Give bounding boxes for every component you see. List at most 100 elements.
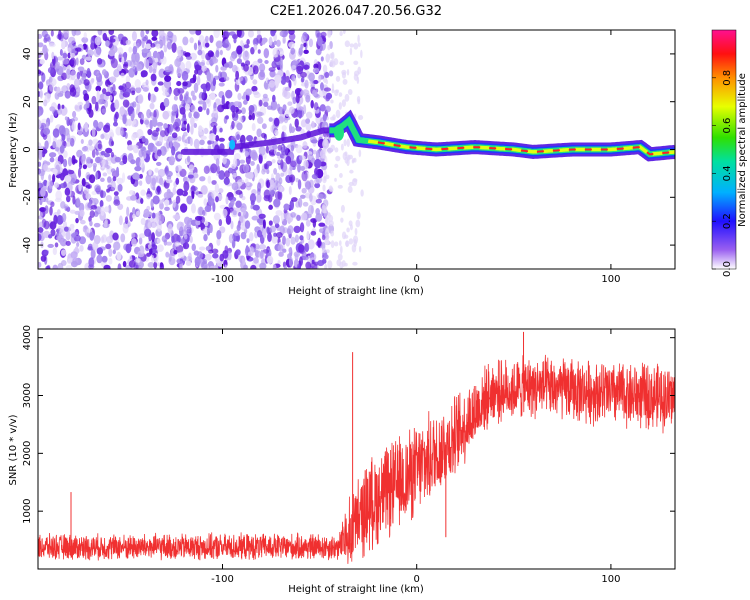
noise-blob [266, 169, 270, 175]
snr-ylabel: SNR (10 * v/v) [8, 414, 19, 485]
noise-blob [302, 201, 309, 207]
noise-blob [165, 241, 173, 246]
noise-blob [189, 30, 197, 35]
noise-blob [258, 213, 266, 219]
noise-blob-faint [344, 40, 350, 48]
noise-blob [106, 164, 110, 170]
noise-blob [211, 117, 218, 124]
noise-blob [288, 30, 295, 36]
noise-blob [171, 42, 177, 53]
noise-blob [155, 43, 161, 49]
noise-blob [198, 62, 205, 67]
noise-blob [113, 191, 119, 196]
noise-blob [132, 101, 137, 108]
noise-blob-faint [341, 99, 347, 108]
noise-blob [156, 186, 161, 192]
noise-blob [114, 111, 119, 120]
noise-blob [215, 258, 222, 264]
noise-blob [176, 244, 184, 254]
noise-blob [70, 177, 76, 186]
spectrogram-ytick-label: -20 [22, 189, 33, 205]
noise-blob-faint [335, 75, 341, 82]
noise-blob [295, 126, 302, 132]
noise-blob [203, 86, 207, 94]
noise-blob [280, 172, 285, 177]
noise-blob-faint [336, 259, 342, 267]
noise-blob [231, 120, 235, 130]
noise-blob [310, 205, 314, 214]
noise-blob-faint [330, 60, 336, 68]
noise-blob [276, 231, 283, 239]
noise-blob [111, 140, 115, 147]
noise-blob [57, 234, 64, 244]
noise-blob [274, 74, 282, 84]
noise-blob-faint [330, 144, 336, 151]
noise-blob [122, 260, 127, 268]
noise-blob [312, 67, 320, 74]
noise-blob [59, 182, 68, 189]
noise-blob [201, 65, 208, 72]
noise-blob [204, 205, 212, 213]
noise-blob [43, 33, 51, 42]
noise-blob [85, 100, 90, 109]
noise-blob [317, 237, 322, 248]
noise-blob [290, 126, 296, 134]
noise-blob [213, 30, 220, 39]
noise-blob [145, 30, 150, 35]
noise-blob [179, 203, 188, 213]
noise-blob [159, 214, 165, 224]
noise-blob [113, 69, 120, 78]
noise-blob [38, 182, 44, 189]
noise-blob [172, 186, 177, 196]
noise-blob [166, 41, 172, 50]
noise-blob [280, 212, 285, 222]
noise-blob [122, 69, 129, 74]
noise-blob [296, 108, 305, 118]
noise-blob [142, 36, 147, 42]
noise-blob [83, 32, 87, 39]
noise-blob [187, 174, 194, 179]
noise-blob [271, 234, 278, 244]
noise-blob [64, 90, 71, 99]
noise-blob [231, 135, 237, 141]
noise-blob [105, 91, 111, 97]
noise-blob [47, 67, 54, 74]
noise-blob-faint [346, 69, 350, 76]
noise-blob [290, 236, 296, 245]
noise-blob [215, 135, 220, 142]
noise-blob [160, 32, 167, 38]
noise-blob [236, 58, 242, 65]
noise-blob [243, 264, 248, 269]
noise-blob [186, 155, 191, 163]
noise-blob [222, 40, 230, 48]
noise-blob-faint [343, 139, 347, 147]
noise-blob [65, 240, 71, 246]
noise-blob [74, 78, 80, 88]
noise-blob [197, 49, 203, 56]
noise-blob [207, 175, 212, 184]
noise-blob [177, 154, 183, 159]
noise-blob [259, 69, 265, 78]
noise-blob [139, 173, 144, 179]
noise-blob [110, 58, 118, 69]
noise-blob [258, 146, 266, 156]
noise-blob [63, 226, 69, 232]
noise-blob [233, 37, 237, 44]
noise-blob [177, 88, 185, 94]
noise-blob-faint [327, 44, 331, 51]
noise-blob [219, 127, 223, 133]
noise-blob [140, 30, 145, 38]
noise-blob [65, 264, 73, 269]
noise-blob [74, 104, 79, 110]
noise-blob [308, 38, 314, 48]
noise-blob [120, 72, 125, 78]
noise-blob [125, 39, 131, 45]
noise-blob [176, 234, 181, 244]
noise-blob [179, 106, 186, 115]
noise-blob-faint [340, 143, 344, 151]
noise-blob-faint [356, 211, 361, 220]
noise-blob [69, 87, 77, 97]
noise-blob [262, 219, 266, 229]
noise-blob [236, 224, 241, 232]
noise-blob [54, 242, 59, 248]
